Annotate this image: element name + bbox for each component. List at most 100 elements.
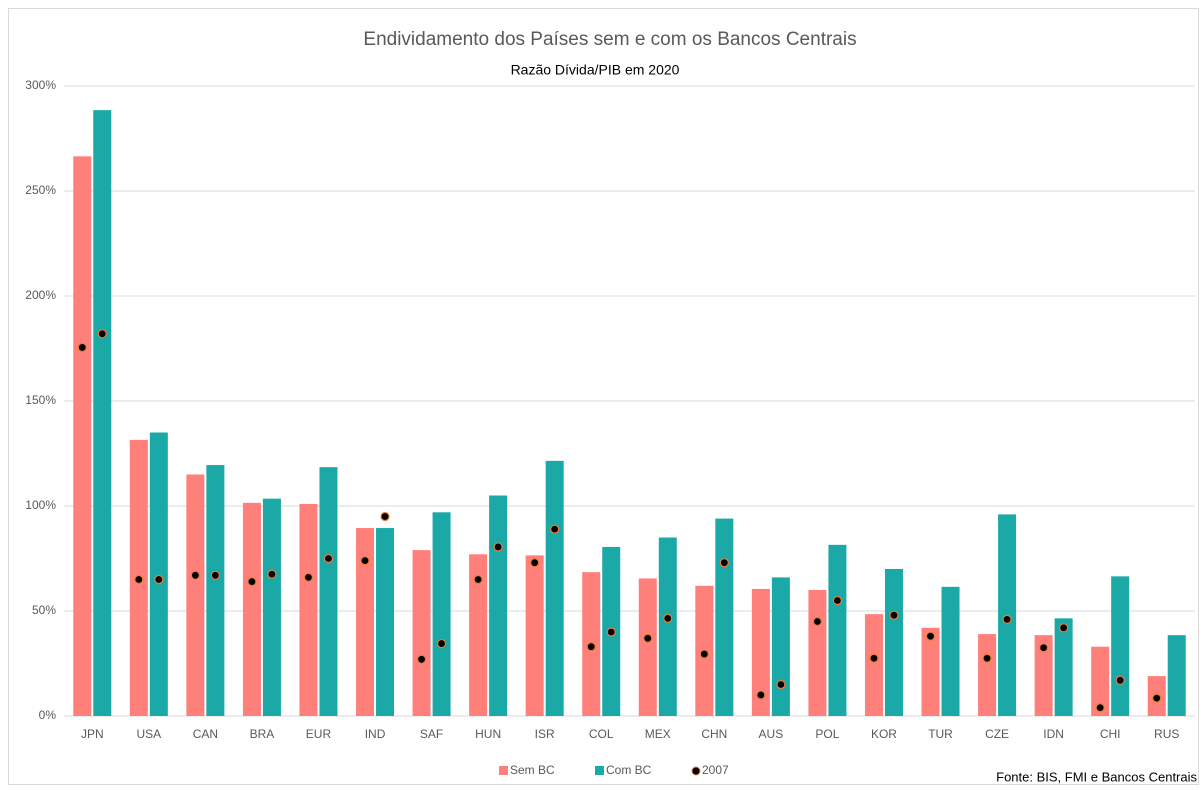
marker	[1152, 693, 1162, 703]
chart-title: Endividamento dos Países sem e com os Ba…	[363, 29, 856, 50]
bar	[242, 502, 261, 716]
bar	[864, 614, 883, 716]
marker	[247, 576, 257, 587]
x-tick-label: CHI	[1100, 727, 1121, 741]
x-tick-label: POL	[815, 727, 839, 741]
marker	[360, 555, 370, 566]
bar	[1111, 576, 1130, 716]
bar	[489, 495, 508, 716]
marker	[134, 574, 144, 585]
marker	[323, 553, 334, 564]
bar	[941, 586, 960, 716]
bar	[376, 528, 395, 716]
bar	[412, 550, 431, 716]
bar	[149, 432, 168, 716]
bar	[525, 555, 544, 716]
marker	[643, 633, 653, 643]
bar	[469, 554, 488, 716]
bar	[1054, 618, 1073, 716]
legend-swatch	[691, 766, 701, 776]
bar	[206, 465, 225, 716]
marker	[889, 610, 899, 620]
bar	[771, 577, 790, 716]
x-tick-label: CZE	[985, 727, 1009, 741]
x-tick-label: BRA	[250, 727, 275, 741]
y-tick-label: 0%	[39, 708, 57, 722]
marker	[190, 570, 200, 580]
bar	[808, 590, 827, 716]
x-tick-label: IDN	[1043, 727, 1064, 741]
marker	[1115, 675, 1125, 685]
x-tick-label: CAN	[193, 727, 218, 741]
legend-label: 2007	[702, 763, 729, 777]
source: Fonte: BIS, FMI e Bancos Centrais	[996, 769, 1197, 784]
bar	[356, 528, 375, 716]
y-tick-label: 50%	[32, 603, 56, 617]
bar	[638, 578, 657, 716]
marker	[380, 511, 390, 522]
x-tick-label: USA	[136, 727, 161, 741]
x-tick-label: IND	[365, 727, 386, 741]
bar	[1034, 635, 1053, 716]
marker	[550, 524, 560, 534]
legend-label: Com BC	[606, 763, 652, 777]
bar	[73, 156, 92, 717]
x-tick-label: AUS	[759, 727, 784, 741]
marker	[699, 649, 709, 659]
bar	[715, 518, 734, 716]
chart-subtitle: Razão Dívida/PIB em 2020	[511, 62, 680, 78]
marker	[1039, 643, 1049, 653]
marker	[530, 558, 540, 568]
bar	[432, 512, 451, 716]
x-tick-label: MEX	[645, 727, 671, 741]
bar	[262, 498, 281, 716]
marker	[982, 653, 992, 663]
marker	[77, 342, 87, 353]
marker	[303, 572, 314, 583]
bar	[884, 569, 903, 716]
bar	[545, 460, 564, 716]
bar	[978, 634, 997, 716]
marker	[1059, 623, 1069, 633]
x-tick-label: EUR	[306, 727, 332, 741]
marker	[1002, 614, 1012, 625]
marker	[869, 653, 879, 663]
bar	[1091, 646, 1110, 716]
marker	[812, 616, 823, 627]
marker	[154, 574, 164, 585]
bar	[93, 110, 112, 716]
legend-swatch	[595, 766, 604, 775]
bar	[658, 537, 677, 716]
x-tick-label: JPN	[81, 727, 104, 741]
legend-label: Sem BC	[510, 763, 555, 777]
marker	[416, 654, 427, 664]
x-tick-label: TUR	[928, 727, 953, 741]
x-tick-label: ISR	[535, 727, 555, 741]
marker	[473, 574, 483, 585]
marker	[756, 690, 766, 700]
marker	[925, 631, 936, 641]
y-tick-label: 250%	[25, 183, 56, 197]
x-tick-label: CHN	[701, 727, 727, 741]
bar	[186, 474, 205, 716]
marker	[1095, 702, 1105, 713]
legend-swatch	[499, 766, 508, 775]
x-tick-label: SAF	[420, 727, 443, 741]
marker	[663, 613, 673, 623]
marker	[719, 558, 729, 568]
marker	[832, 595, 843, 606]
marker	[436, 638, 447, 649]
y-tick-label: 100%	[25, 498, 56, 512]
bar	[1167, 635, 1186, 716]
y-tick-label: 300%	[25, 78, 56, 92]
marker	[267, 569, 277, 579]
bar	[921, 627, 940, 716]
bar	[299, 503, 318, 716]
bar	[751, 588, 770, 716]
y-tick-label: 150%	[25, 393, 56, 407]
bar	[828, 544, 847, 716]
marker	[97, 329, 107, 339]
bar	[319, 467, 338, 716]
marker	[606, 627, 616, 637]
